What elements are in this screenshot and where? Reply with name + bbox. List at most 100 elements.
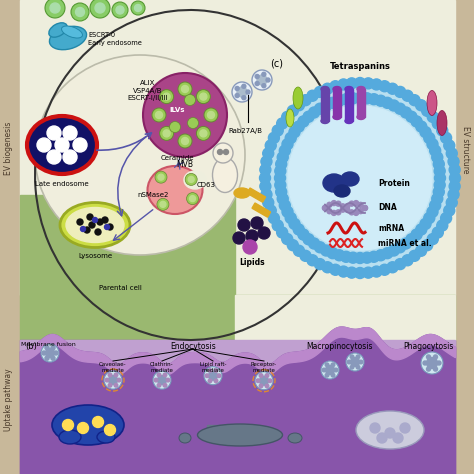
Circle shape — [282, 139, 293, 150]
Circle shape — [394, 242, 405, 253]
Circle shape — [326, 365, 335, 374]
Circle shape — [237, 87, 247, 97]
Bar — [357, 89, 365, 117]
Circle shape — [275, 165, 286, 176]
Circle shape — [257, 75, 267, 85]
Text: (c): (c) — [270, 58, 283, 68]
Circle shape — [370, 423, 380, 433]
Bar — [20, 340, 455, 370]
Bar — [20, 340, 455, 474]
Circle shape — [406, 111, 417, 122]
Ellipse shape — [357, 86, 365, 91]
Circle shape — [104, 371, 122, 389]
Text: EV biogenesis: EV biogenesis — [3, 121, 12, 175]
Circle shape — [208, 369, 212, 372]
Ellipse shape — [321, 118, 329, 124]
Circle shape — [432, 152, 443, 163]
Circle shape — [347, 252, 358, 263]
Circle shape — [217, 374, 221, 377]
Ellipse shape — [66, 208, 124, 243]
Circle shape — [204, 367, 222, 385]
Circle shape — [406, 234, 417, 245]
Text: ALIX
VSP4A/B
ESCRT-I/II/III: ALIX VSP4A/B ESCRT-I/II/III — [128, 80, 168, 101]
Circle shape — [432, 227, 443, 238]
Circle shape — [158, 174, 164, 180]
Circle shape — [347, 93, 358, 104]
Circle shape — [279, 200, 290, 211]
Circle shape — [434, 165, 445, 176]
Circle shape — [303, 234, 314, 245]
Circle shape — [282, 234, 293, 245]
Text: ILVs: ILVs — [169, 107, 185, 113]
Circle shape — [285, 133, 296, 144]
Circle shape — [104, 225, 109, 229]
Circle shape — [368, 251, 379, 262]
Text: Phagocytosis: Phagocytosis — [403, 342, 453, 351]
Text: MVB: MVB — [176, 160, 193, 169]
Bar — [216, 425, 237, 437]
Circle shape — [330, 81, 341, 92]
Circle shape — [196, 127, 210, 140]
Circle shape — [345, 207, 350, 212]
Circle shape — [252, 70, 272, 90]
Circle shape — [89, 222, 95, 228]
Circle shape — [262, 84, 266, 88]
Circle shape — [208, 111, 215, 118]
Text: miRNA et al.: miRNA et al. — [378, 238, 432, 247]
Circle shape — [331, 374, 335, 377]
Circle shape — [73, 138, 87, 152]
Bar — [345, 89, 353, 121]
Circle shape — [246, 230, 258, 242]
Circle shape — [42, 351, 46, 355]
Ellipse shape — [334, 185, 350, 197]
Circle shape — [63, 126, 77, 140]
Circle shape — [270, 88, 450, 268]
Circle shape — [108, 373, 112, 377]
Circle shape — [117, 378, 121, 382]
Circle shape — [354, 210, 359, 215]
Circle shape — [163, 373, 167, 377]
Circle shape — [321, 361, 339, 379]
Ellipse shape — [179, 433, 191, 443]
Circle shape — [78, 422, 89, 434]
Circle shape — [282, 111, 293, 122]
Text: ESCRT-0
Early endosome: ESCRT-0 Early endosome — [88, 32, 142, 46]
Circle shape — [411, 229, 422, 240]
Circle shape — [265, 140, 276, 151]
Ellipse shape — [60, 202, 130, 247]
Ellipse shape — [234, 188, 250, 198]
Circle shape — [84, 227, 90, 233]
Ellipse shape — [49, 26, 87, 50]
Circle shape — [182, 137, 189, 145]
Circle shape — [170, 121, 181, 133]
Circle shape — [233, 232, 245, 244]
Circle shape — [321, 245, 332, 256]
Circle shape — [307, 255, 318, 266]
Circle shape — [289, 219, 300, 229]
Circle shape — [449, 181, 460, 192]
Circle shape — [300, 250, 311, 261]
Circle shape — [387, 262, 398, 273]
Bar — [333, 89, 341, 117]
Circle shape — [444, 140, 455, 151]
Ellipse shape — [212, 157, 237, 192]
Circle shape — [379, 81, 390, 92]
Circle shape — [265, 205, 276, 216]
Circle shape — [340, 204, 345, 209]
Circle shape — [307, 90, 318, 101]
Circle shape — [178, 82, 192, 96]
Circle shape — [51, 356, 55, 360]
Circle shape — [446, 197, 457, 208]
Circle shape — [325, 374, 329, 377]
Text: Tetraspanins: Tetraspanins — [330, 62, 391, 71]
Circle shape — [358, 202, 363, 207]
Circle shape — [322, 262, 333, 273]
Circle shape — [393, 433, 403, 443]
Circle shape — [422, 105, 433, 116]
Bar — [207, 425, 237, 432]
Circle shape — [268, 379, 272, 383]
Circle shape — [433, 159, 444, 170]
Circle shape — [355, 253, 365, 264]
Circle shape — [427, 206, 438, 217]
Circle shape — [298, 229, 309, 240]
